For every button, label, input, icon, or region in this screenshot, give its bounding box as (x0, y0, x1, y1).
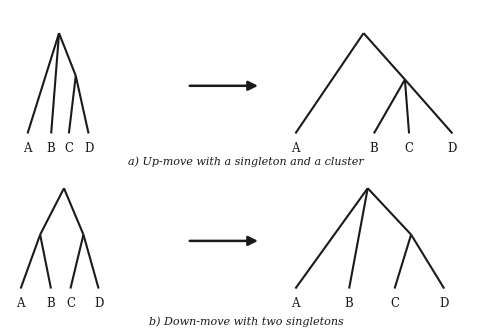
Text: B: B (345, 297, 353, 310)
Text: B: B (47, 297, 55, 310)
Text: D: D (84, 142, 93, 155)
Text: D: D (439, 297, 449, 310)
Text: b) Down-move with two singletons: b) Down-move with two singletons (149, 317, 343, 327)
Text: C: C (66, 297, 75, 310)
Text: B: B (369, 142, 378, 155)
Text: C: C (404, 142, 414, 155)
Text: A: A (291, 297, 300, 310)
Text: a) Up-move with a singleton and a cluster: a) Up-move with a singleton and a cluste… (128, 157, 364, 167)
Text: C: C (64, 142, 73, 155)
Text: A: A (16, 297, 25, 310)
Text: B: B (47, 142, 56, 155)
Text: C: C (390, 297, 399, 310)
Text: A: A (291, 142, 300, 155)
Text: A: A (23, 142, 32, 155)
Text: D: D (94, 297, 103, 310)
Text: D: D (448, 142, 457, 155)
